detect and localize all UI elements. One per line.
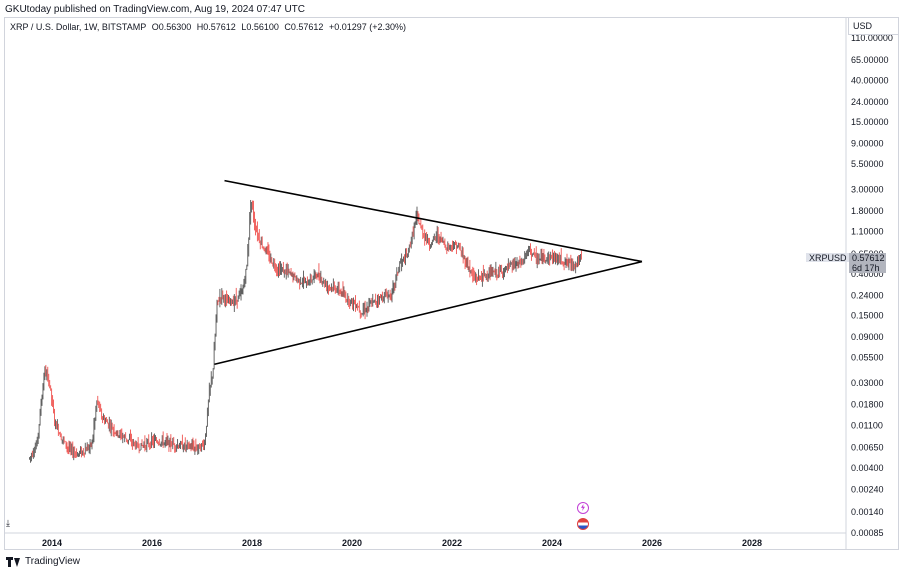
scale-toggle-icon[interactable]: ⤓ xyxy=(6,518,10,528)
y-tick-label-1: 65.00000 xyxy=(851,55,889,65)
price-tag-countdown: 6d 17h xyxy=(852,263,880,273)
footer-brand-label: TradingView xyxy=(25,556,81,567)
y-tick-label-12: 0.24000 xyxy=(851,291,884,301)
y-tick-label-17: 0.01800 xyxy=(851,400,884,410)
last-price-tag: XRPUSD 0.57612 6d 17h xyxy=(806,253,886,273)
y-tick-label-22: 0.00140 xyxy=(851,507,884,517)
legend-open: O0.56300 xyxy=(151,22,192,32)
ohlc-legend: XRP / U.S. Dollar, 1W, BITSTAMP O0.56300… xyxy=(10,22,409,32)
price-series-group xyxy=(29,199,582,463)
bolt-icon[interactable] xyxy=(577,502,589,514)
y-tick-label-0: 110.00000 xyxy=(851,33,893,43)
chart-frame xyxy=(4,17,899,550)
x-tick-label-2026: 2026 xyxy=(642,538,662,548)
tradingview-logo-icon xyxy=(6,556,21,567)
price-tag-bg xyxy=(849,253,886,273)
x-tick-label-2016: 2016 xyxy=(142,538,162,548)
y-tick-label-18: 0.01100 xyxy=(851,420,883,430)
y-tick-label-5: 9.00000 xyxy=(851,138,884,148)
x-tick-label-2024: 2024 xyxy=(542,538,562,548)
y-tick-label-23: 0.00085 xyxy=(851,528,884,538)
y-tick-label-20: 0.00400 xyxy=(851,463,884,473)
legend-high: H0.57612 xyxy=(196,22,236,32)
currency-selector[interactable]: USD xyxy=(848,18,898,35)
y-tick-label-6: 5.50000 xyxy=(851,159,884,169)
y-tick-label-8: 1.80000 xyxy=(851,206,884,216)
trendline-lower[interactable] xyxy=(214,260,643,366)
trendline-upper[interactable] xyxy=(224,179,643,263)
x-axis: 2014 2016 2018 2020 2022 2024 2026 2028 xyxy=(5,18,847,550)
footer-brand[interactable]: TradingView xyxy=(6,556,80,567)
y-tick-label-19: 0.00650 xyxy=(851,442,884,452)
x-tick-label-2020: 2020 xyxy=(342,538,362,548)
legend-low: L0.56100 xyxy=(241,22,279,32)
price-tag-symbol: XRPUSD xyxy=(809,253,847,263)
y-tick-label-2: 40.00000 xyxy=(851,76,889,86)
y-axis: 110.00000 65.00000 40.00000 24.00000 15.0000… xyxy=(851,33,893,538)
legend-close: C0.57612 xyxy=(284,22,324,32)
x-tick-label-2022: 2022 xyxy=(442,538,462,548)
y-tick-label-7: 3.00000 xyxy=(851,184,884,194)
price-tag-symbol-bg xyxy=(806,253,849,262)
published-by-caption: GKUtoday published on TradingView.com, A… xyxy=(5,4,306,15)
us-flag-icon[interactable] xyxy=(577,518,589,530)
y-tick-label-9: 1.10000 xyxy=(851,227,884,237)
x-tick-label-2028: 2028 xyxy=(742,538,762,548)
y-tick-label-11: 0.40000 xyxy=(851,269,884,279)
y-tick-label-14: 0.09000 xyxy=(851,332,884,342)
y-tick-label-21: 0.00240 xyxy=(851,484,884,494)
x-tick-label-2018: 2018 xyxy=(242,538,262,548)
y-tick-label-4: 15.00000 xyxy=(851,117,889,127)
y-tick-label-3: 24.00000 xyxy=(851,97,889,107)
legend-change: +0.01297 (+2.30%) xyxy=(328,22,407,32)
y-tick-label-16: 0.03000 xyxy=(851,378,884,388)
trendline-group xyxy=(214,179,643,366)
x-tick-label-2014: 2014 xyxy=(42,538,62,548)
price-tag-value: 0.57612 xyxy=(852,253,885,263)
legend-symbol[interactable]: XRP / U.S. Dollar, 1W, BITSTAMP xyxy=(10,22,147,32)
y-tick-label-13: 0.15000 xyxy=(851,310,884,320)
y-tick-label-15: 0.05500 xyxy=(851,353,884,363)
